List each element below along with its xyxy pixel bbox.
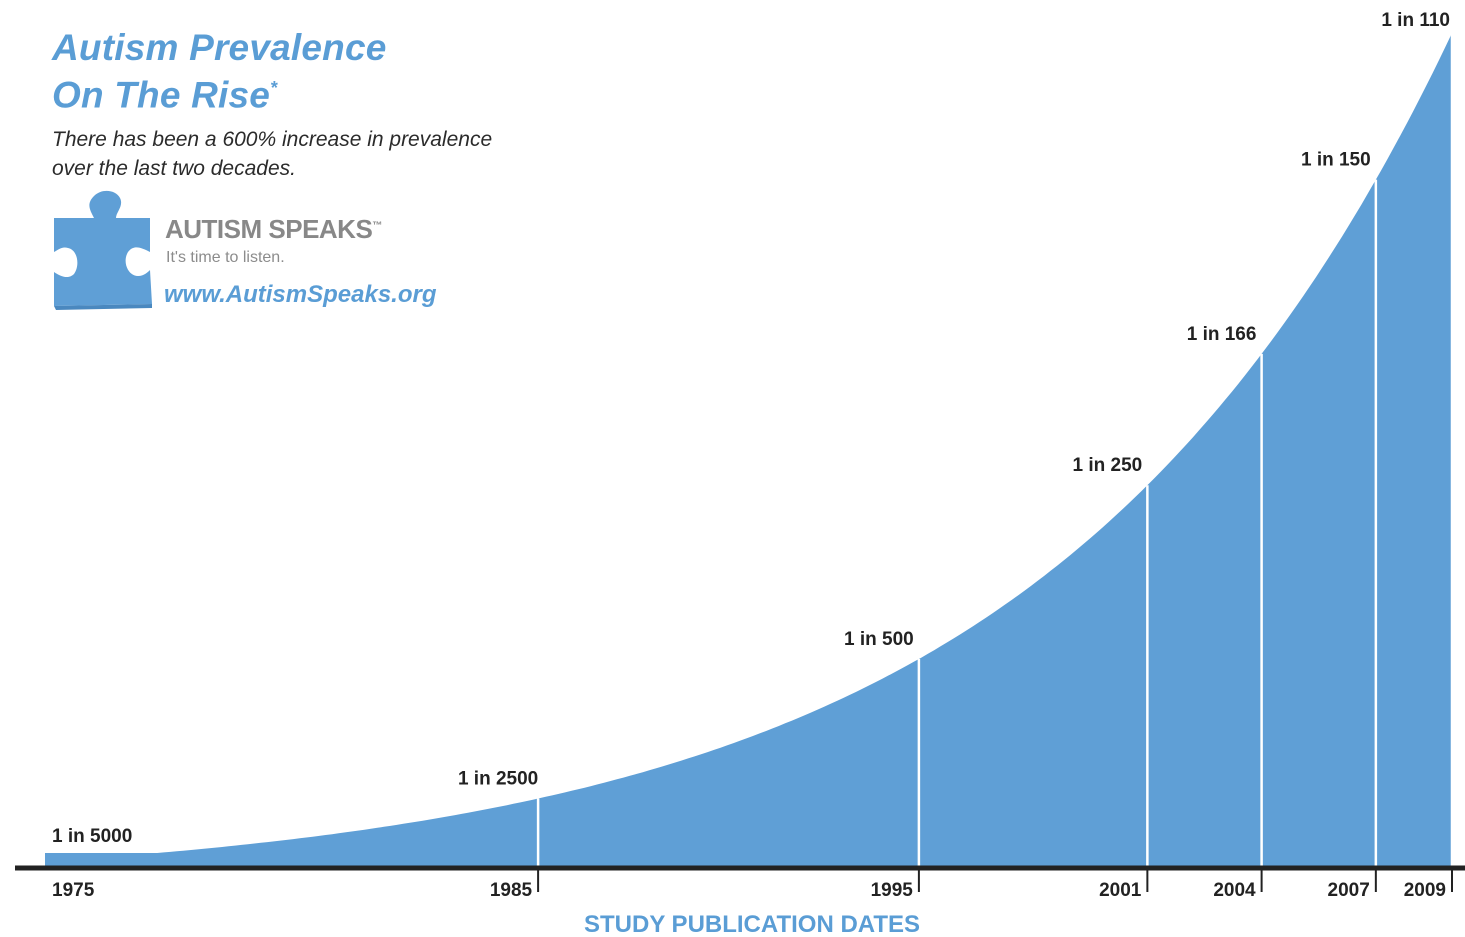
point-label-2009: 1 in 110 (1381, 10, 1450, 31)
x-axis-title: STUDY PUBLICATION DATES (584, 911, 920, 937)
title-line-2-text: On The Rise (52, 74, 271, 116)
brand-trademark: ™ (372, 220, 382, 232)
x-axis-ticks (537, 868, 1453, 892)
x-tick-label-2001: 2001 (1099, 880, 1142, 901)
brand-tagline: It's time to listen. (166, 249, 285, 266)
brand-logo: AUTISM SPEAKS™ It's time to listen. www.… (50, 188, 520, 318)
subtitle-line-2: over the last two decades. (52, 157, 296, 181)
brand-name-text: AUTISM SPEAKS (165, 214, 373, 244)
subtitle-line-1: There has been a 600% increase in preval… (52, 128, 493, 152)
brand-name: AUTISM SPEAKS™ (165, 214, 382, 245)
brand-url-link[interactable]: www.AutismSpeaks.org (164, 281, 437, 308)
puzzle-piece-icon (54, 190, 152, 310)
header: Autism Prevalence On The Rise* There has… (52, 28, 612, 183)
x-tick-label-1995: 1995 (871, 880, 914, 901)
point-label-2001: 1 in 250 (1073, 455, 1143, 476)
x-tick-label-2007: 2007 (1328, 880, 1370, 901)
point-label-2007: 1 in 150 (1301, 150, 1371, 171)
prevalence-area (45, 33, 1452, 868)
x-tick-label-2009: 2009 (1404, 880, 1446, 901)
x-tick-label-2004: 2004 (1213, 880, 1256, 901)
point-label-1995: 1 in 500 (844, 629, 914, 650)
x-tick-label-1985: 1985 (490, 880, 533, 901)
title-footnote-mark: * (270, 78, 278, 98)
year-marker-lines (536, 33, 1454, 866)
x-tick-labels: 1975 1985 1995 2001 2004 2007 2009 (52, 880, 1446, 901)
point-label-1985: 1 in 2500 (458, 769, 538, 790)
point-label-1975: 1 in 5000 (52, 826, 132, 847)
chart-title-line-2: On The Rise* (52, 68, 612, 115)
chart-title-line-1: Autism Prevalence (52, 27, 387, 68)
x-tick-label-1975: 1975 (52, 880, 95, 901)
point-label-2004: 1 in 166 (1187, 324, 1257, 345)
point-labels: 1 in 5000 1 in 2500 1 in 500 1 in 250 1 in 1… (52, 10, 1450, 847)
